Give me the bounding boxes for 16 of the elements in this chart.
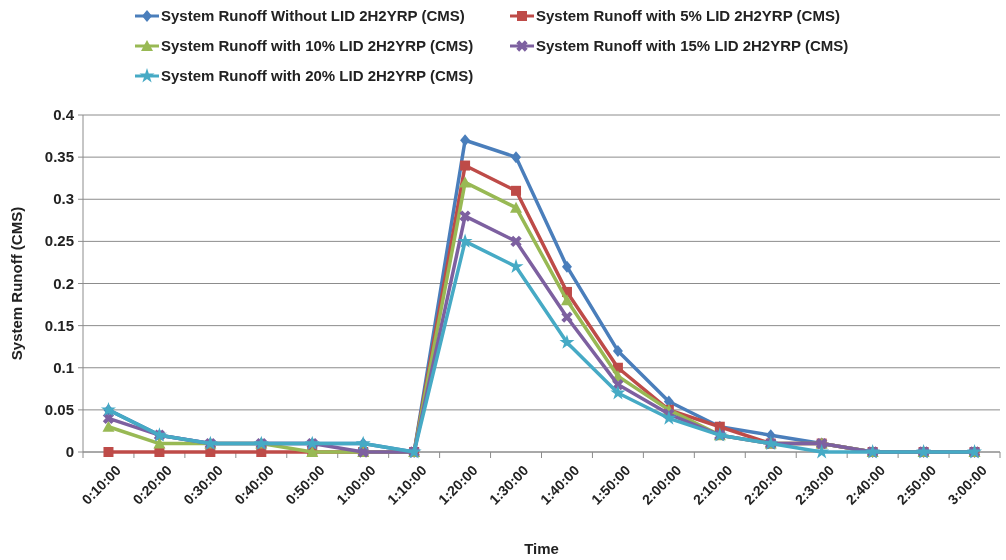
y-tick-label: 0.35 bbox=[44, 148, 74, 166]
y-tick-label: 0.4 bbox=[53, 106, 75, 123]
y-tick-label: 0.1 bbox=[53, 358, 74, 376]
y-tick-label: 0.15 bbox=[44, 316, 74, 334]
legend-label: System Runoff with 10% LID 2H2YRP (CMS) bbox=[161, 37, 474, 54]
legend-label: System Runoff Without LID 2H2YRP (CMS) bbox=[161, 7, 465, 24]
legend-label: System Runoff with 5% LID 2H2YRP (CMS) bbox=[536, 7, 840, 24]
x-axis-title: Time bbox=[524, 540, 559, 557]
y-tick-label: 0.25 bbox=[44, 232, 74, 250]
y-axis-title: System Runoff (CMS) bbox=[8, 206, 25, 361]
legend-label: System Runoff with 15% LID 2H2YRP (CMS) bbox=[536, 37, 849, 54]
y-tick-label: 0 bbox=[65, 443, 74, 460]
y-tick-label: 0.3 bbox=[53, 190, 74, 208]
legend-label: System Runoff with 20% LID 2H2YRP (CMS) bbox=[161, 67, 474, 84]
y-tick-label: 0.05 bbox=[44, 400, 74, 418]
y-tick-label: 0.2 bbox=[53, 274, 74, 292]
